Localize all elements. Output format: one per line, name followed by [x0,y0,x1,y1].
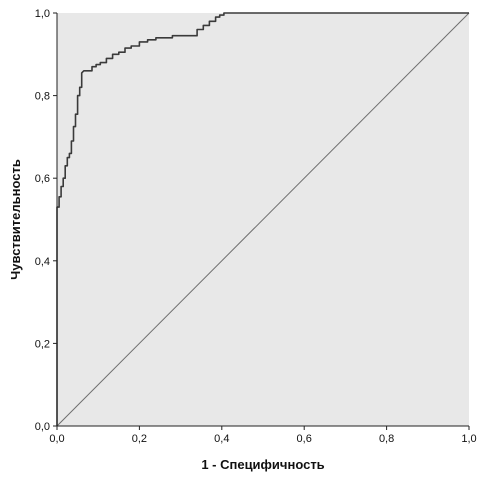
x-ticks: 0,0 0,2 0,4 0,6 0,8 1,0 [49,426,477,445]
y-ticks: 0,0 0,2 0,4 0,6 0,8 1,0 [35,8,57,433]
x-tick-label: 0,4 [214,433,229,445]
reference-line-layer [56,12,470,427]
y-tick-label: 0,6 [35,173,50,185]
y-tick-label: 0,2 [35,338,50,350]
y-tick-label: 0,4 [35,256,50,268]
y-tick-label: 0,8 [35,91,50,103]
x-tick-label: 0,6 [297,433,312,445]
x-tick-label: 0,2 [132,433,147,445]
roc-curve-layer [56,12,469,426]
x-axis-title: 1 - Специфичность [201,457,324,472]
axes [56,13,469,427]
x-tick-label: 0,0 [49,433,64,445]
y-tick-label: 0,0 [35,421,50,433]
x-tick-label: 1,0 [461,433,476,445]
reference-diagonal-line [56,12,470,427]
roc-curve-line [56,12,469,426]
y-axis-title: Чувствительность [8,159,23,280]
y-tick-label: 1,0 [35,8,50,20]
x-tick-label: 0,8 [379,433,394,445]
